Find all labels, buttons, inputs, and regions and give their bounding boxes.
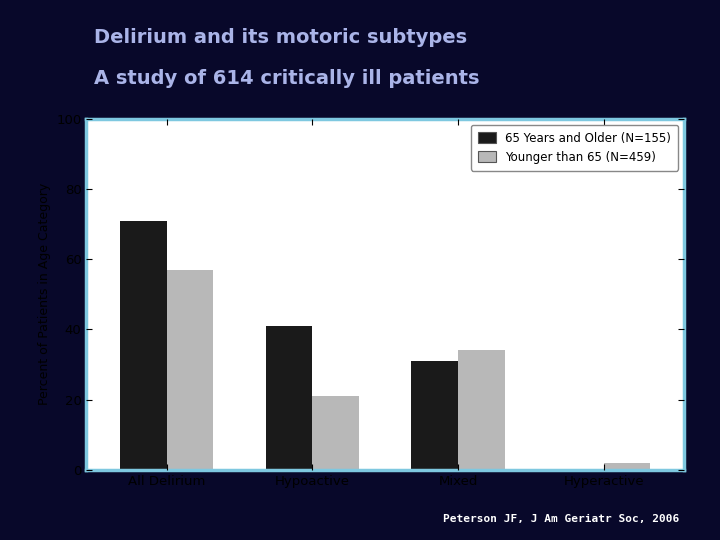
Bar	[312, 396, 359, 470]
Text: Delirium and its motoric subtypes: Delirium and its motoric subtypes	[94, 28, 467, 48]
Text: A study of 614 critically ill patients: A study of 614 critically ill patients	[94, 69, 479, 88]
Text: Peterson JF, J Am Geriatr Soc, 2006: Peterson JF, J Am Geriatr Soc, 2006	[444, 515, 680, 524]
Bar	[604, 463, 650, 470]
Bar	[411, 361, 458, 470]
Bar	[166, 269, 213, 470]
Legend: 65 Years and Older (N=155), Younger than 65 (N=459): 65 Years and Older (N=155), Younger than…	[471, 125, 678, 171]
Bar	[458, 350, 505, 470]
Bar	[120, 220, 166, 470]
Bar	[266, 326, 312, 470]
Y-axis label: Percent of Patients in Age Category: Percent of Patients in Age Category	[37, 183, 50, 406]
